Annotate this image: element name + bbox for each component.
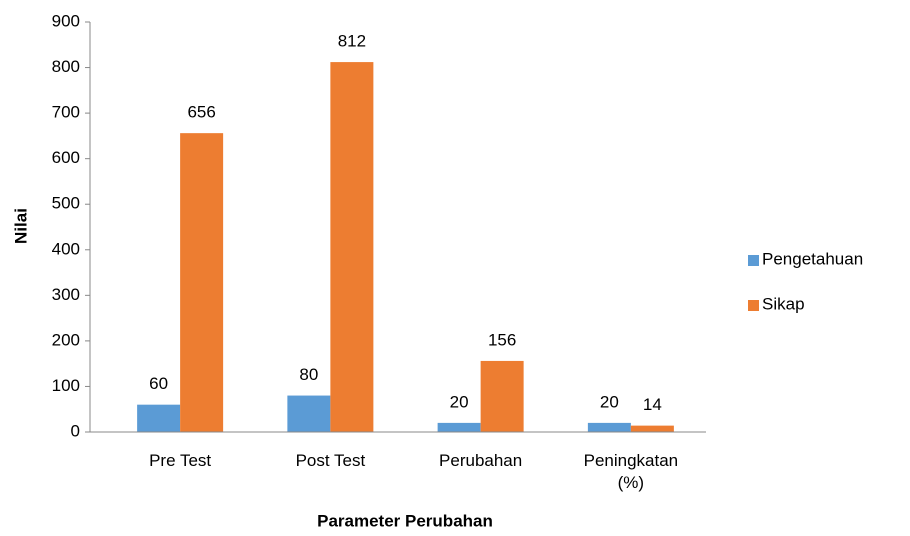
x-tick-label: Pre Test [149, 451, 212, 470]
legend-swatch [748, 255, 759, 266]
bar [180, 133, 224, 432]
y-tick-label: 800 [52, 57, 80, 76]
data-label: 14 [643, 395, 662, 414]
y-axis-title: Nilai [11, 208, 30, 244]
bar [330, 62, 374, 432]
data-label: 656 [187, 103, 215, 122]
y-tick-label: 100 [52, 376, 80, 395]
y-tick-label: 0 [71, 421, 80, 440]
bar [137, 404, 181, 432]
y-tick-label: 200 [52, 330, 80, 349]
data-label: 20 [450, 392, 469, 411]
x-tick-label: Perubahan [439, 451, 523, 470]
data-label: 60 [149, 374, 168, 393]
y-tick-label: 900 [52, 11, 80, 30]
y-tick-label: 700 [52, 103, 80, 122]
x-axis-title: Parameter Perubahan [317, 511, 493, 530]
data-label: 812 [338, 32, 366, 51]
x-tick-label: Post Test [295, 451, 366, 470]
bar [287, 395, 331, 432]
legend-swatch [748, 300, 759, 311]
bar [437, 422, 481, 432]
y-tick-label: 400 [52, 239, 80, 258]
y-tick-label: 600 [52, 148, 80, 167]
data-label: 20 [600, 392, 619, 411]
y-tick-label: 500 [52, 194, 80, 213]
bar [480, 360, 524, 432]
legend-label: Pengetahuan [762, 249, 863, 268]
legend-label: Sikap [762, 294, 805, 313]
x-tick-label: Peningkatan (%) [583, 451, 679, 492]
data-label: 156 [488, 330, 516, 349]
data-label: 80 [299, 365, 318, 384]
bar [587, 422, 631, 432]
bar [630, 425, 674, 432]
y-tick-label: 300 [52, 285, 80, 304]
